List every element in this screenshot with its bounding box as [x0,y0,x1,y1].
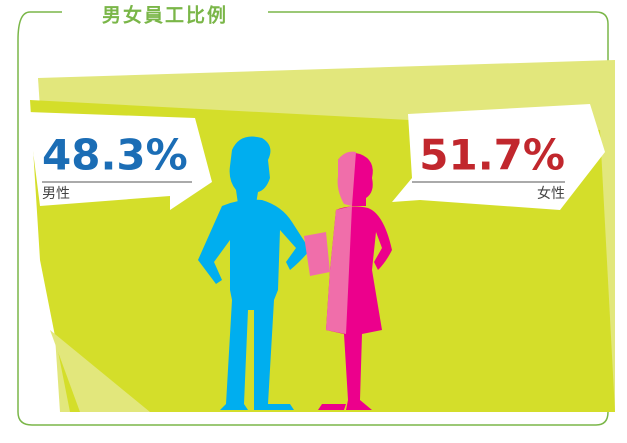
male-label: 男性 [42,186,70,202]
background-accent [50,330,150,412]
female-label: 女性 [537,185,565,202]
female-value: 51.7% [419,131,565,180]
bubble-female [392,104,605,210]
male-value: 48.3% [42,131,188,180]
bubble-male [28,112,212,210]
title: 男女員工比例 [102,4,228,27]
frame [17,11,609,426]
man-figure [198,136,310,410]
woman-figure [304,151,392,410]
